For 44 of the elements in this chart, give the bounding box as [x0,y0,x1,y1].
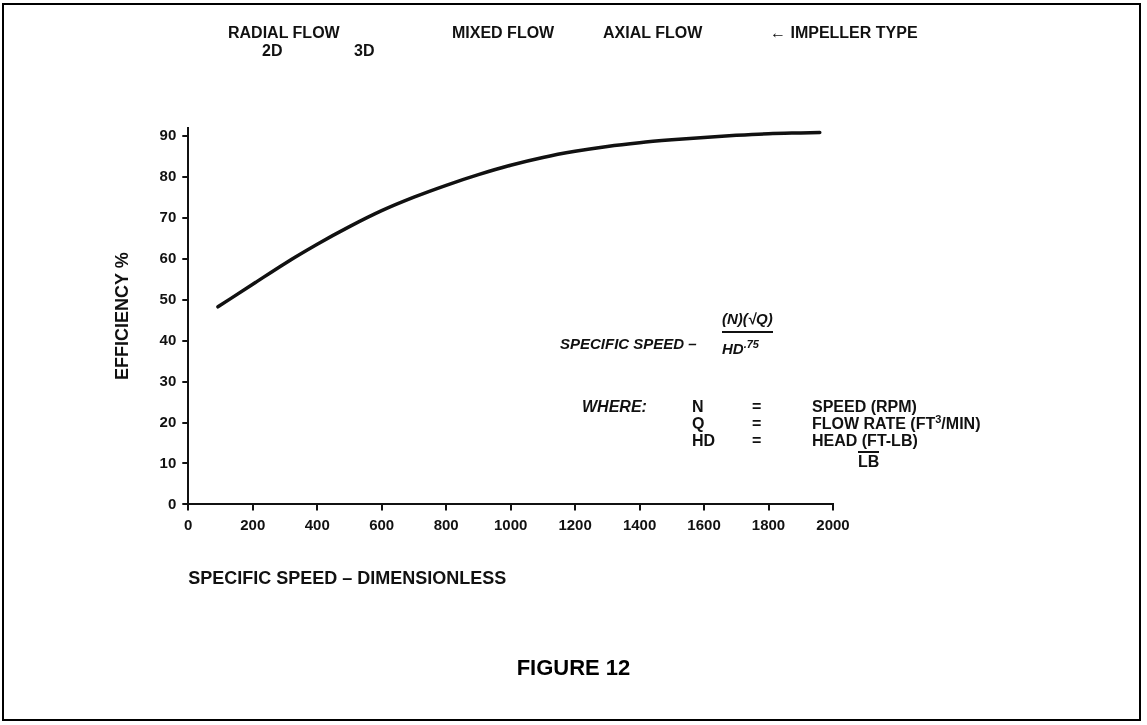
y-tick-label: 70 [159,208,177,226]
x-tick-label: 2000 [816,515,850,533]
text: 3D [354,42,375,60]
y-tick-label: 50 [159,289,177,307]
text: 2D [262,42,283,60]
text: AXIAL FLOW [603,24,703,42]
annotation: HD [692,432,716,450]
annotation: = [752,432,762,450]
annotation: = [752,415,762,433]
text: ← IMPELLER TYPE [770,24,918,42]
x-tick-label: 1800 [751,515,786,533]
line-series [216,130,822,309]
y-tick-label: 10 [159,453,177,471]
y-tick-label: 30 [159,371,177,389]
y-tick-label: 0 [167,494,177,512]
annotation: = [752,398,762,416]
x-tick-label: 0 [184,515,193,533]
text: FIGURE 12 [515,655,632,681]
y-tick-label: 40 [159,330,177,348]
annotation: N [692,398,704,416]
y-axis-title: EFFICIENCY % [111,252,132,381]
x-tick-label: 1400 [622,515,657,533]
annotation: SPEED (RPM) [812,398,917,416]
annotation: WHERE: [582,398,647,416]
x-tick-label: 400 [304,515,330,533]
text: MIXED FLOW [452,24,555,42]
x-axis-title: SPECIFIC SPEED – DIMENSIONLESS [188,568,507,589]
x-tick-label: 800 [433,515,459,533]
y-tick-label: 90 [159,126,177,144]
annotation: SPECIFIC SPEED – [560,335,697,353]
y-tick-label: 60 [159,249,177,267]
x-tick-label: 1000 [493,515,528,533]
y-tick-label: 20 [159,412,177,430]
x-tick-label: 1600 [687,515,721,533]
x-tick-label: 1200 [558,515,592,533]
annotation: (N)(√Q) [722,310,773,333]
annotation: HD$^{.75}$ [722,338,759,358]
x-tick-label: 600 [369,515,395,533]
y-tick-label: 80 [159,167,177,185]
text: RADIAL FLOW [228,24,340,42]
x-tick-label: 200 [240,515,266,533]
annotation: HEAD (FT-LB) [812,432,918,450]
annotation: Q [692,415,705,433]
text: LB [858,451,880,471]
